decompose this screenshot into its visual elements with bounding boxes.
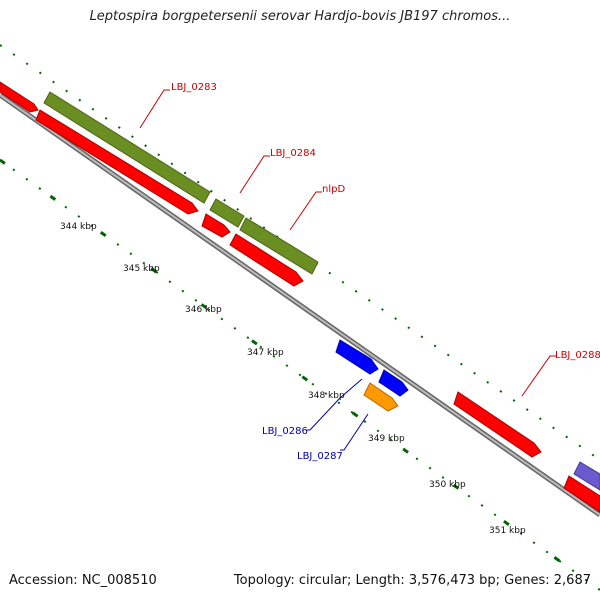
gene-labels: LBJ_0283 LBJ_0284 nlpD LBJ_0286 LBJ_0287… (171, 82, 600, 462)
tick-label-347: 347 kbp (247, 348, 284, 358)
tick-label-350: 350 kbp (429, 480, 466, 490)
accession-label: Accession: NC_008510 (9, 573, 157, 588)
inner-tick-track (0, 159, 600, 591)
feature-green-1[interactable] (43, 91, 211, 204)
gene-label-lbj-0283[interactable]: LBJ_0283 (171, 82, 217, 93)
features (0, 81, 600, 513)
backbone (0, 92, 600, 518)
feature-green-2[interactable] (209, 198, 245, 228)
feature-orange-1[interactable] (363, 382, 399, 412)
gene-label-lbj-0288[interactable]: LBJ_0288 (555, 350, 600, 361)
feature-green-3[interactable] (239, 217, 319, 275)
tick-label-345: 345 kbp (123, 264, 160, 274)
cds-forward-6[interactable] (563, 475, 600, 513)
tick-label-351: 351 kbp (489, 526, 526, 536)
cds-forward-4[interactable] (229, 233, 304, 287)
cds-forward-2[interactable] (35, 109, 199, 215)
gene-label-lbj-0286[interactable]: LBJ_0286 (262, 426, 308, 437)
cds-forward-3[interactable] (201, 213, 231, 238)
tick-label-346: 346 kbp (185, 305, 222, 315)
gene-label-lbj-0284[interactable]: LBJ_0284 (270, 148, 316, 159)
tick-label-349: 349 kbp (368, 434, 405, 444)
feature-purple-1[interactable] (573, 461, 600, 491)
callout-lines (139, 89, 556, 451)
map-title: Leptospira borgpetersenii serovar Hardjo… (89, 9, 511, 24)
tick-label-348: 348 kbp (308, 391, 345, 401)
cds-forward-1[interactable] (0, 81, 39, 113)
tick-label-344: 344 kbp (60, 222, 97, 232)
gene-label-lbj-0287[interactable]: LBJ_0287 (297, 451, 343, 462)
feature-blue-2[interactable] (378, 369, 409, 397)
cds-forward-5[interactable] (453, 391, 542, 458)
tick-labels: 344 kbp 345 kbp 346 kbp 347 kbp 348 kbp … (60, 222, 526, 536)
genome-summary: Topology: circular; Length: 3,576,473 bp… (233, 573, 591, 588)
tick-tracks (0, 44, 600, 592)
feature-blue-1[interactable] (335, 339, 379, 375)
gene-label-nlpd[interactable]: nlpD (322, 184, 345, 195)
